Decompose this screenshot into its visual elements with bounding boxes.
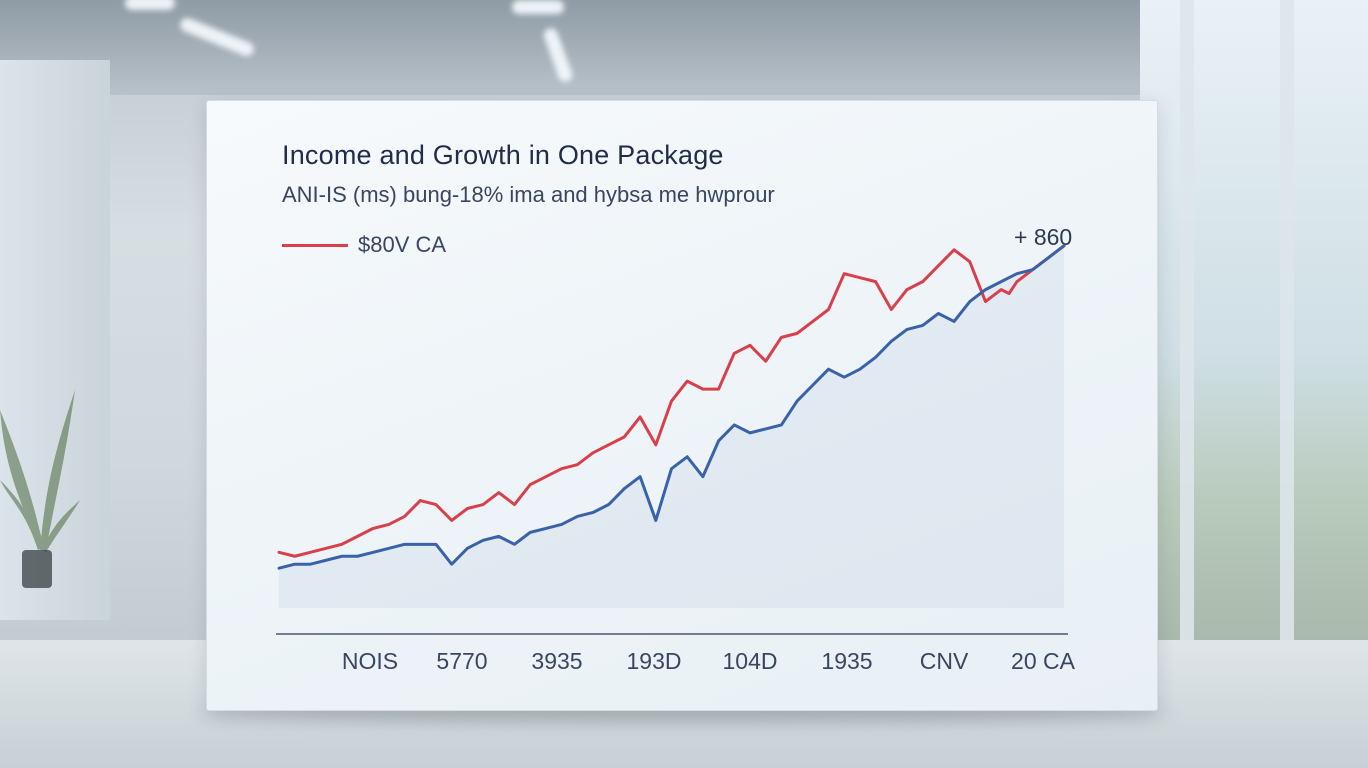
x-tick-label: 20 CA xyxy=(1011,648,1076,674)
ceiling-light xyxy=(125,0,175,10)
window-frame xyxy=(1180,0,1194,640)
x-tick-label: 1935 xyxy=(821,648,872,674)
legend-label: $80V CA xyxy=(358,232,447,257)
series-line-red xyxy=(277,244,1066,558)
series-area-fill xyxy=(279,245,1064,608)
legend-swatch-red xyxy=(282,244,348,247)
x-tick-label: 193D xyxy=(627,648,682,674)
x-tick-label: 5770 xyxy=(436,648,487,674)
x-tick-label: NOIS xyxy=(342,648,398,674)
x-tick-label: CNV xyxy=(920,648,969,674)
window-frame xyxy=(1280,0,1294,640)
x-tick-label: 3935 xyxy=(531,648,582,674)
chart-subtitle: ANI-IS (ms) bung-18% ima and hybsa me hw… xyxy=(282,182,775,207)
x-tick-label: 104D xyxy=(723,648,778,674)
window xyxy=(1140,0,1368,640)
series-line-blue xyxy=(277,244,1066,570)
chart-title: Income and Growth in One Package xyxy=(282,140,724,170)
ceiling-light xyxy=(512,0,564,14)
chart-board xyxy=(207,101,1157,710)
plant-icon xyxy=(0,390,80,588)
